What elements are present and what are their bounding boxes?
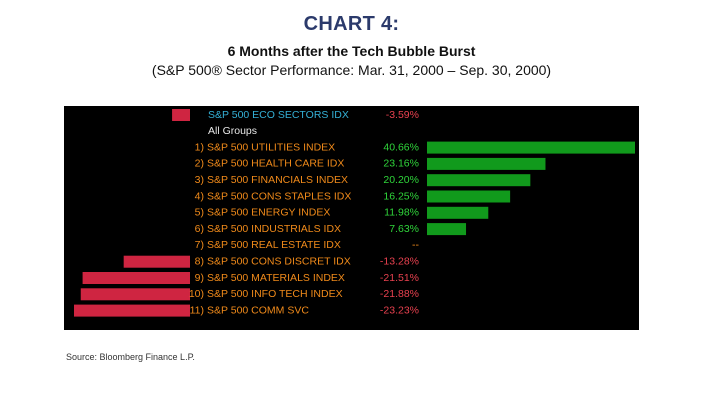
category-label: S&P 500 UTILITIES INDEX (207, 141, 335, 153)
value-label: -23.23% (380, 304, 419, 316)
group-label: All Groups (208, 125, 257, 137)
category-label: S&P 500 COMM SVC (207, 304, 309, 316)
summary-label: S&P 500 ECO SECTORS IDX (208, 109, 349, 121)
chart-subtitle-period: (S&P 500® Sector Performance: Mar. 31, 2… (151, 62, 552, 78)
value-label: 20.20% (383, 174, 419, 186)
rank-label: 6) (195, 223, 204, 235)
value-label: -13.28% (380, 255, 419, 267)
rank-label: 8) (195, 255, 204, 267)
source-note: Source: Bloomberg Finance L.P. (66, 352, 195, 362)
bar-4 (427, 190, 511, 203)
rank-label: 9) (195, 272, 204, 284)
value-label: 23.16% (383, 158, 419, 170)
summary-value: -3.59% (386, 109, 419, 121)
category-label: S&P 500 MATERIALS INDEX (207, 272, 345, 284)
category-label: S&P 500 FINANCIALS INDEX (207, 174, 348, 186)
category-label: S&P 500 INDUSTRIALS IDX (207, 223, 341, 235)
rank-label: 2) (195, 158, 204, 170)
value-label: -- (412, 239, 419, 251)
bar-3 (427, 174, 531, 187)
chart-subtitle: 6 Months after the Tech Bubble Burst (227, 43, 476, 59)
value-label: -21.88% (380, 288, 419, 300)
bar-6 (427, 223, 467, 236)
sector-bar-chart: S&P 500 ECO SECTORS IDX -3.59% All Groups 1… (74, 109, 635, 317)
bar-11 (74, 304, 190, 317)
rank-label: 4) (195, 190, 204, 202)
rank-label: 1) (195, 141, 204, 153)
rank-label: 5) (195, 207, 204, 219)
category-label: S&P 500 CONS STAPLES IDX (207, 190, 351, 202)
chart-panel: S&P 500 ECO SECTORS IDX -3.59% All Groups 1… (64, 106, 639, 330)
category-label: S&P 500 HEALTH CARE IDX (207, 158, 344, 170)
value-label: 11.98% (384, 207, 419, 219)
rank-label: 3) (195, 174, 204, 186)
bar-2 (427, 157, 546, 170)
category-label: S&P 500 CONS DISCRET IDX (207, 255, 351, 267)
rank-label: 7) (195, 239, 204, 251)
value-label: 7.63% (389, 223, 419, 235)
bar-1 (427, 141, 635, 154)
chart-title: CHART 4: (303, 13, 400, 35)
summary-bar (172, 109, 190, 121)
bar-10 (80, 288, 190, 301)
value-label: 40.66% (383, 141, 419, 153)
value-label: 16.25% (383, 190, 419, 202)
bar-8 (123, 255, 190, 268)
rank-label: 10) (189, 288, 204, 300)
category-label: S&P 500 INFO TECH INDEX (207, 288, 343, 300)
bar-9 (82, 272, 190, 284)
rank-label: 11) (190, 304, 204, 316)
category-label: S&P 500 REAL ESTATE IDX (207, 239, 341, 251)
category-label: S&P 500 ENERGY INDEX (207, 207, 330, 219)
value-label: -21.51% (380, 272, 419, 284)
bar-5 (427, 206, 489, 219)
